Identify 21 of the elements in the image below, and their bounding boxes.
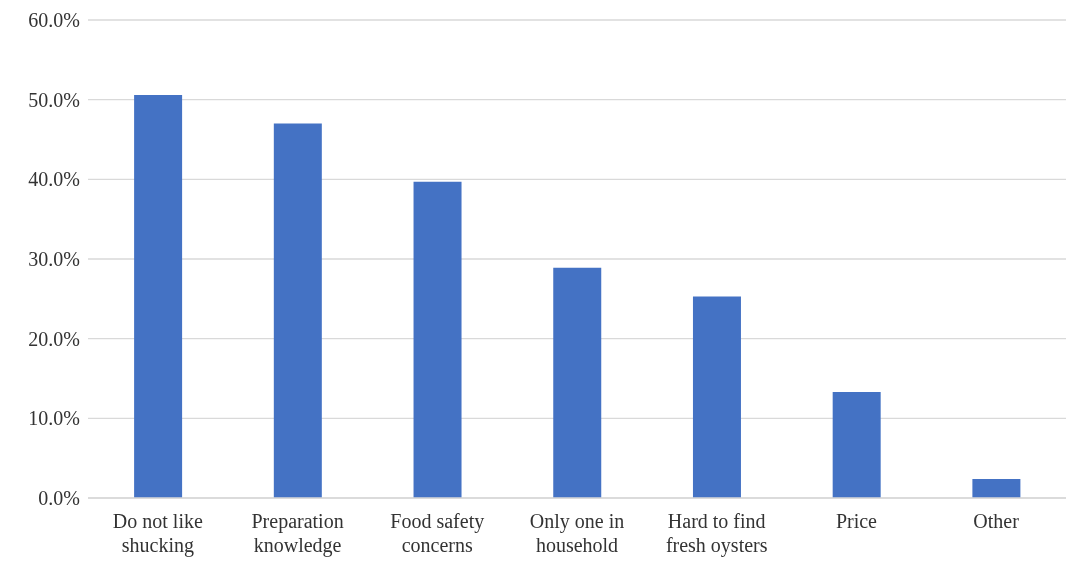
y-tick-label: 30.0%	[28, 248, 80, 271]
y-tick-label: 0.0%	[38, 487, 80, 510]
bar	[553, 267, 602, 498]
bar	[692, 296, 741, 498]
x-tick-label: Hard to find fresh oysters	[665, 510, 768, 557]
x-tick-label: Price	[835, 510, 878, 532]
bar	[273, 123, 322, 498]
y-tick-label: 60.0%	[28, 9, 80, 32]
x-tick-label: Do not like shucking	[112, 510, 203, 557]
y-tick-label: 40.0%	[28, 168, 80, 191]
y-tick-label: 20.0%	[28, 327, 80, 350]
y-tick-label: 10.0%	[28, 407, 80, 430]
bar	[972, 478, 1021, 498]
x-tick-label: Only one in household	[529, 510, 625, 556]
bar	[134, 94, 183, 498]
bar	[832, 392, 881, 498]
bar	[413, 181, 462, 498]
x-tick-label: Other	[973, 510, 1020, 532]
y-tick-label: 50.0%	[28, 88, 80, 111]
x-tick-label: Food safety concerns	[390, 510, 485, 556]
x-tick-label: Preparation knowledge	[251, 510, 344, 557]
